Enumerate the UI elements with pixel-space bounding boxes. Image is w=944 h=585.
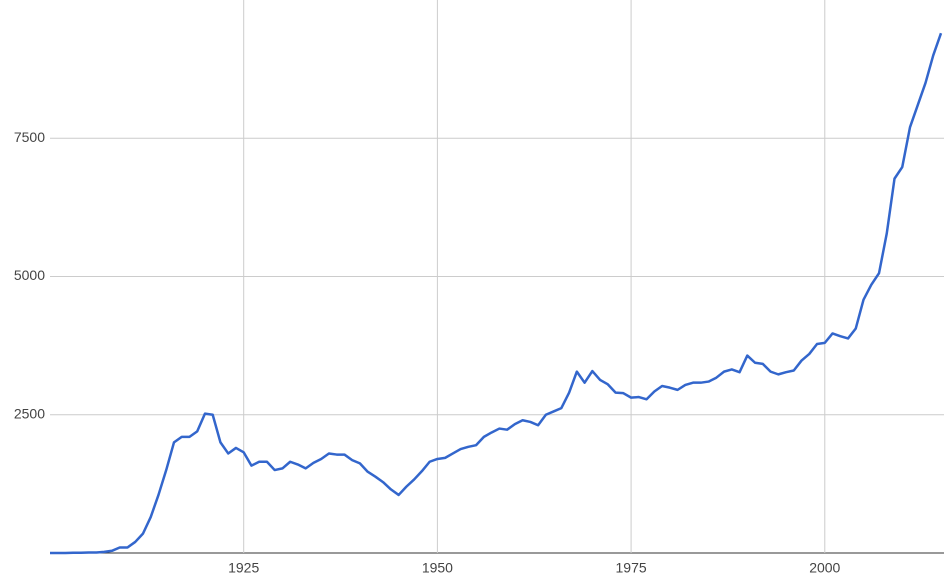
x-tick-label: 1975 <box>616 560 647 576</box>
line-series <box>50 32 943 555</box>
x-tick-label: 1925 <box>228 560 259 576</box>
y-tick-label: 7500 <box>14 129 45 145</box>
x-tick-label: 2000 <box>809 560 840 576</box>
x-tick-label: 1950 <box>422 560 453 576</box>
y-tick-label: 5000 <box>14 267 45 283</box>
y-tick-label: 2500 <box>14 405 45 421</box>
